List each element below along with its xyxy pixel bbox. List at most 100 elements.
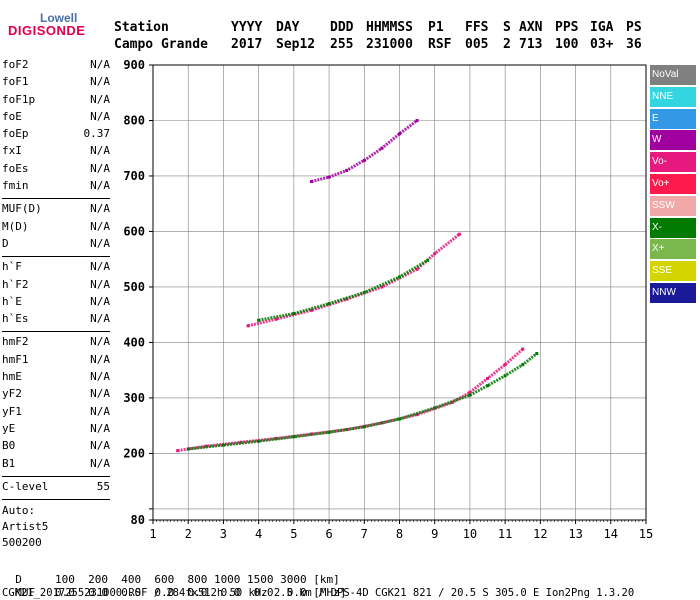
parameter-value: N/A [90, 312, 110, 326]
trace-point [327, 175, 331, 179]
parameter-label: C-level [2, 479, 49, 493]
divider [2, 475, 110, 477]
trace-point [380, 285, 384, 289]
parameter-row: h`Es N/A [2, 312, 110, 329]
y-tick-label: 600 [123, 224, 145, 238]
trace-point [398, 417, 401, 421]
y-tick-label: 500 [123, 280, 145, 294]
trace-point [468, 390, 472, 394]
trace-point [186, 447, 190, 451]
parameter-label: yE [2, 421, 16, 435]
trace-point [521, 363, 525, 367]
header-value-ps: 36 [626, 37, 642, 52]
header-value-ffs: 005 [465, 37, 489, 52]
parameter-label: yF1 [2, 404, 22, 418]
parameter-row: foE N/A [2, 110, 110, 127]
autoscaling-program: Artist5 [2, 520, 49, 534]
parameter-label: hmF2 [2, 335, 29, 349]
x-tick-label: 12 [533, 527, 547, 541]
parameter-label: MUF(D) [2, 202, 42, 216]
legend-item-nnw: NNW [650, 282, 696, 303]
chart-traces [176, 118, 539, 453]
header-value-s: 2 [503, 37, 511, 52]
trace-point [503, 374, 507, 378]
header-value-iga: 03+ [590, 37, 614, 52]
parameter-row: hmF1 N/A [2, 353, 110, 370]
x-tick-label: 15 [639, 527, 653, 541]
parameter-label: h`F2 [2, 277, 29, 291]
y-tick-label: 400 [123, 335, 145, 349]
x-tick-label: 9 [431, 527, 438, 541]
y-tick-label: 300 [123, 391, 145, 405]
parameter-row: C-level 55 [2, 480, 110, 497]
parameter-value: N/A [90, 277, 110, 291]
trace-point [468, 393, 472, 397]
header-value-pps: 100 [555, 37, 579, 52]
y-tick-label: 80 [131, 513, 145, 527]
x-tick-label: 6 [325, 527, 332, 541]
parameter-group-profile: hmF2 N/A hmF1 N/A hmE N/A yF2 N/A yF1 N/A yE N/A B0 N… [2, 335, 110, 473]
autoscaling-label: Auto: [2, 504, 36, 518]
x-tick-label: 7 [361, 527, 368, 541]
header-value-hhmmss: 231000 [366, 37, 413, 52]
parameter-label: B1 [2, 456, 16, 470]
trace-point [309, 180, 313, 184]
legend-item-vo: Vo+ [650, 173, 696, 194]
parameter-label: fxI [2, 144, 22, 158]
trace-point [415, 118, 419, 122]
parameter-value: N/A [90, 260, 110, 274]
footer-file-info: CGK21_2017255231000.RSF / 284fx512h 50 k… [2, 587, 635, 599]
mufd-distance-label: D [15, 573, 22, 586]
parameter-row: foF2 N/A [2, 58, 110, 75]
header-value-yyyy: 2017 [231, 37, 263, 52]
header-value-ddd: 255 [330, 37, 354, 52]
header-label-ffs: FFS [465, 20, 489, 35]
mufd-frequency-label: MUF [15, 586, 36, 599]
parameter-label: B0 [2, 439, 16, 453]
header-label-station: Station [114, 20, 169, 35]
parameter-label: foE [2, 109, 22, 123]
parameter-value: N/A [90, 439, 110, 453]
trace-point [345, 168, 349, 172]
parameter-value: N/A [90, 294, 110, 308]
trace-point [486, 384, 490, 388]
parameter-label: foEp [2, 127, 29, 141]
parameter-value: N/A [90, 144, 110, 158]
trace-point [535, 352, 539, 356]
parameter-group-muf: MUF(D) N/A M(D) N/A D N/A [2, 202, 110, 254]
trace-point [327, 302, 331, 306]
parameter-value: N/A [90, 335, 110, 349]
parameter-row: yF1 N/A [2, 405, 110, 422]
y-tick-label: 900 [123, 58, 145, 72]
divider [2, 198, 110, 200]
scaled-parameters-panel: foF2 N/A foF1 N/A foF1p N/A foE N/A foEp 0.37 fxI N… [2, 58, 110, 551]
parameter-row: fmin N/A [2, 179, 110, 196]
header-value-p1: RSF [428, 37, 452, 52]
header-label-p1: P1 [428, 20, 444, 35]
header-label-ps: PS [626, 20, 642, 35]
parameter-row: foEs N/A [2, 162, 110, 179]
parameter-label: fmin [2, 179, 29, 193]
parameter-group-critical-frequencies: foF2 N/A foF1 N/A foF1p N/A foE N/A foEp 0.37 fxI N… [2, 58, 110, 196]
parameter-row: h`F2 N/A [2, 278, 110, 295]
trace-point [486, 377, 490, 381]
parameter-value: N/A [90, 421, 110, 435]
trace-point [239, 440, 243, 444]
trace-point [292, 312, 296, 316]
parameter-value: N/A [90, 370, 110, 384]
legend-item-nne: NNE [650, 86, 696, 107]
trace-line-3 [258, 259, 429, 322]
trace-point [457, 232, 461, 236]
trace-point [362, 425, 366, 429]
parameter-value: N/A [90, 456, 110, 470]
trace-point [309, 308, 313, 312]
parameter-value: N/A [90, 202, 110, 216]
trace-line-1 [188, 352, 538, 451]
parameter-row: foF1 N/A [2, 75, 110, 92]
trace-point [274, 317, 278, 321]
polarization-legend: NoVal NNE E W Vo- Vo+ SSW X- X+ SSE NNW [650, 65, 696, 305]
y-axis-ticks: 80 200 300 400 500 600 700 800 900 [123, 58, 153, 527]
parameter-label: h`F [2, 260, 22, 274]
x-tick-label: 11 [498, 527, 512, 541]
